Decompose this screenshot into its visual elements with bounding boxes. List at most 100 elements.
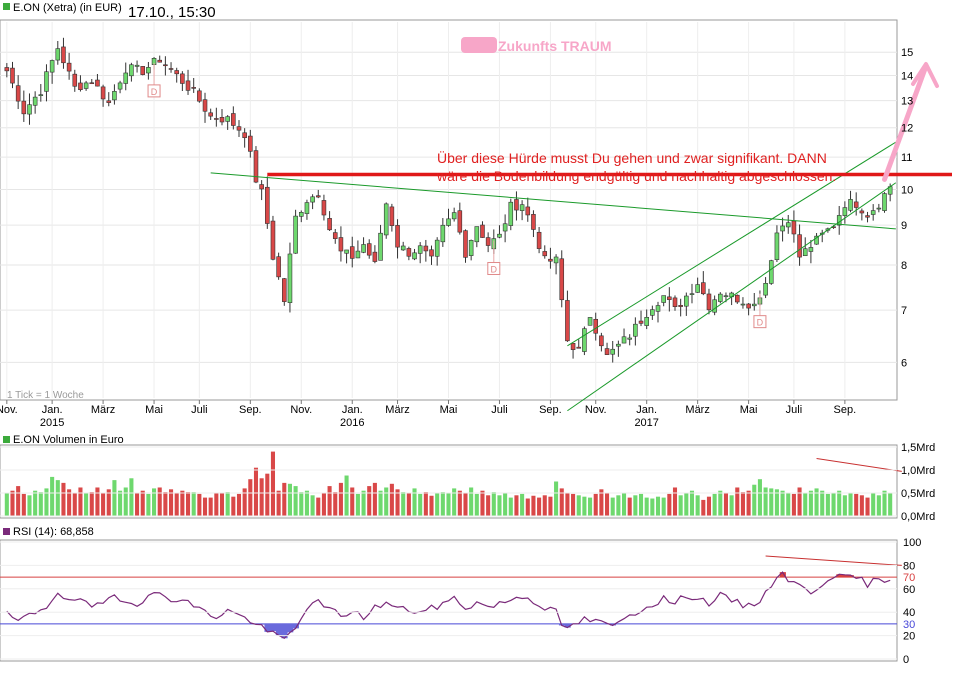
candle-body (645, 317, 649, 325)
volume-bar (356, 494, 360, 516)
time-tick-label: Jan. (342, 404, 363, 416)
candle-body (350, 247, 354, 259)
candle-body (186, 81, 190, 91)
candle-body (124, 73, 128, 83)
volume-bar (56, 480, 60, 516)
candle-body (407, 248, 411, 256)
volume-bar (339, 483, 343, 516)
candle-body (209, 113, 213, 116)
price-tick-label: 7 (901, 305, 907, 317)
candle-body (554, 257, 558, 263)
candle-body (464, 231, 468, 258)
candle-body (650, 310, 654, 316)
volume-bar (294, 486, 298, 516)
candle-body (175, 70, 179, 73)
volume-bar (582, 497, 586, 516)
volume-bar (5, 493, 9, 516)
candle-body (628, 338, 632, 339)
volume-bar (322, 493, 326, 516)
volume-bar (22, 494, 26, 516)
volume-bar (214, 493, 218, 516)
time-tick-label: Nov. (290, 404, 312, 416)
volume-bar (820, 491, 824, 516)
volume-bar (146, 494, 150, 516)
time-tick-label: Sep. (239, 404, 262, 416)
volume-bar (203, 498, 207, 516)
volume-bar (724, 493, 728, 516)
volume-bar (401, 492, 405, 516)
volume-bar (577, 495, 581, 516)
volume-bar (135, 493, 139, 516)
volume-bar (50, 477, 54, 516)
volume-bar (254, 468, 258, 516)
candle-body (305, 203, 309, 214)
volume-bar (503, 493, 507, 516)
trend-lines (211, 64, 952, 411)
candle-body (679, 305, 683, 306)
volume-bar (650, 499, 654, 516)
candle-body (67, 63, 71, 71)
volume-tick-label: 1,5Mrd (901, 442, 935, 454)
rsi-legend-square (3, 528, 10, 535)
candle-body (61, 47, 65, 63)
candle-body (220, 117, 224, 122)
candle-body (158, 60, 162, 62)
time-tick-label: Sep. (539, 404, 562, 416)
volume-bar (271, 452, 275, 516)
volume-bar (311, 495, 315, 516)
candle-body (662, 296, 666, 303)
candle-body (775, 233, 779, 260)
candle-body (95, 80, 99, 86)
volume-bar (305, 491, 309, 516)
candle-body (509, 202, 513, 225)
volume-bar (345, 476, 349, 516)
time-tick-label: Mai (440, 404, 458, 416)
tick-note: 1 Tick = 1 Woche (7, 390, 84, 401)
candle-body (203, 100, 207, 112)
watermark: Zukunfts TRAUM (461, 37, 612, 54)
volume-bar (735, 487, 739, 516)
candle-body (237, 127, 241, 131)
volume-bar (260, 478, 264, 516)
candle-body (769, 261, 773, 284)
candle-body (883, 194, 887, 211)
volume-bar (526, 499, 530, 516)
candle-body (560, 259, 564, 300)
volume-bar (418, 494, 422, 516)
time-tick-label: März (685, 404, 709, 416)
volume-bar (690, 491, 694, 516)
candle-body (56, 49, 60, 60)
volume-bar (469, 487, 473, 516)
volume-bar (299, 492, 303, 516)
volume-bar (424, 492, 428, 516)
candle-body (582, 329, 586, 352)
volume-bar (492, 492, 496, 516)
candle-body (656, 306, 660, 312)
volume-bar (798, 487, 802, 516)
time-tick-label: Mai (145, 404, 163, 416)
time-tick-label: Sep. (834, 404, 857, 416)
candle-body (90, 83, 94, 84)
price-tick-label: 14 (901, 71, 913, 83)
time-tick-label: März (91, 404, 115, 416)
candle-body (169, 68, 173, 69)
candle-body (735, 295, 739, 302)
candle-body (588, 317, 592, 325)
candle-body (226, 117, 230, 122)
candle-body (316, 196, 320, 197)
volume-bar (747, 491, 751, 516)
volume-bar (180, 491, 184, 516)
volume-bar (877, 495, 881, 516)
price-tick-label: 9 (901, 220, 907, 232)
candle-body (531, 214, 535, 229)
volume-bar (441, 492, 445, 516)
candle-body (514, 199, 518, 210)
candle-body (367, 244, 371, 256)
volume-bar (701, 500, 705, 516)
volume-bar (282, 483, 286, 516)
volume-bar (435, 493, 439, 516)
candle-body (192, 87, 196, 88)
candle-body (696, 285, 700, 293)
candle-body (231, 114, 235, 126)
